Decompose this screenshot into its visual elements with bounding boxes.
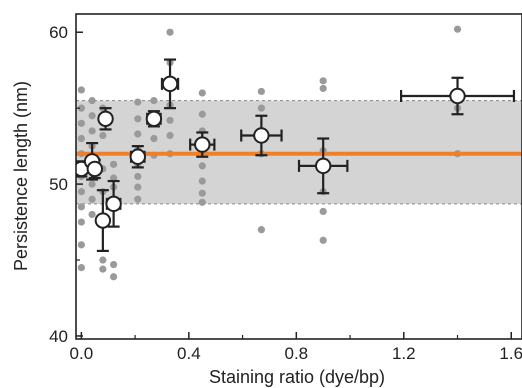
markers-layer bbox=[76, 75, 466, 229]
plot-frame bbox=[75, 13, 522, 340]
raw-point-3 bbox=[77, 134, 85, 143]
y-tick-label-0: 40 bbox=[49, 327, 68, 346]
mean-point-5 bbox=[105, 195, 122, 213]
mean-point-11 bbox=[314, 157, 332, 175]
mean-point-2 bbox=[86, 160, 104, 178]
raw-point-6 bbox=[77, 188, 85, 196]
raw-point-15 bbox=[88, 180, 96, 188]
x-tick-label-3: 1.2 bbox=[392, 344, 416, 363]
raw-point-53 bbox=[198, 189, 206, 197]
raw-point-10 bbox=[77, 264, 85, 272]
y-tick-label-2: 60 bbox=[49, 23, 68, 42]
mean-point-9 bbox=[194, 136, 211, 153]
y-tick-label-1: 50 bbox=[49, 175, 68, 194]
raw-point-63 bbox=[319, 207, 327, 216]
raw-point-35 bbox=[134, 183, 142, 191]
raw-point-7 bbox=[77, 203, 85, 211]
raw-point-31 bbox=[134, 130, 142, 138]
raw-point-27 bbox=[110, 260, 118, 269]
raw-point-13 bbox=[88, 127, 96, 135]
raw-point-30 bbox=[134, 115, 142, 123]
raw-point-44 bbox=[166, 116, 174, 124]
raw-point-8 bbox=[77, 218, 85, 226]
raw-point-51 bbox=[198, 162, 206, 170]
raw-point-58 bbox=[257, 226, 265, 234]
raw-point-52 bbox=[198, 177, 206, 185]
y-axis-label: Persistence length (nm) bbox=[11, 81, 31, 271]
raw-point-16 bbox=[88, 195, 96, 203]
raw-point-11 bbox=[88, 96, 96, 105]
raw-point-0 bbox=[77, 86, 85, 94]
raw-point-29 bbox=[134, 98, 142, 106]
raw-point-64 bbox=[319, 236, 327, 244]
raw-point-12 bbox=[88, 112, 96, 120]
raw-point-55 bbox=[257, 87, 265, 96]
raw-point-36 bbox=[134, 195, 142, 203]
x-tick-label-1: 0.4 bbox=[177, 344, 201, 363]
raw-point-17 bbox=[88, 210, 96, 219]
raw-point-24 bbox=[110, 160, 118, 168]
mean-point-8 bbox=[161, 75, 179, 93]
raw-point-23 bbox=[99, 265, 107, 273]
raw-point-22 bbox=[99, 256, 107, 264]
raw-point-39 bbox=[150, 134, 158, 143]
raw-point-60 bbox=[319, 84, 327, 93]
raw-point-34 bbox=[134, 172, 142, 181]
raw-point-37 bbox=[150, 96, 158, 105]
raw-point-19 bbox=[99, 131, 107, 140]
x-tick-label-2: 0.8 bbox=[284, 344, 308, 363]
ticks-layer: 0.0 0.4 0.8 1.2 1.6 40 50 60 bbox=[49, 23, 522, 363]
raw-point-1 bbox=[77, 104, 85, 112]
mean-point-7 bbox=[145, 110, 163, 127]
mean-point-10 bbox=[253, 127, 270, 144]
raw-point-9 bbox=[77, 241, 85, 249]
x-tick-label-4: 1.6 bbox=[499, 344, 522, 363]
raw-point-59 bbox=[319, 77, 327, 85]
mean-point-12 bbox=[449, 87, 466, 105]
raw-point-47 bbox=[198, 89, 206, 97]
raw-point-28 bbox=[110, 273, 118, 281]
raw-point-41 bbox=[166, 28, 174, 36]
mean-point-6 bbox=[129, 148, 146, 165]
x-tick-label-0: 0.0 bbox=[70, 344, 94, 363]
raw-point-48 bbox=[198, 110, 206, 118]
raw-point-54 bbox=[198, 198, 206, 206]
raw-point-25 bbox=[110, 174, 118, 182]
mean-point-4 bbox=[97, 110, 114, 127]
raw-point-56 bbox=[257, 104, 265, 112]
raw-point-65 bbox=[453, 25, 462, 33]
raw-point-45 bbox=[166, 131, 174, 140]
mean-point-3 bbox=[94, 212, 112, 229]
x-axis-label: Staining ratio (dye/bp) bbox=[209, 367, 385, 387]
raw-point-2 bbox=[77, 119, 85, 127]
